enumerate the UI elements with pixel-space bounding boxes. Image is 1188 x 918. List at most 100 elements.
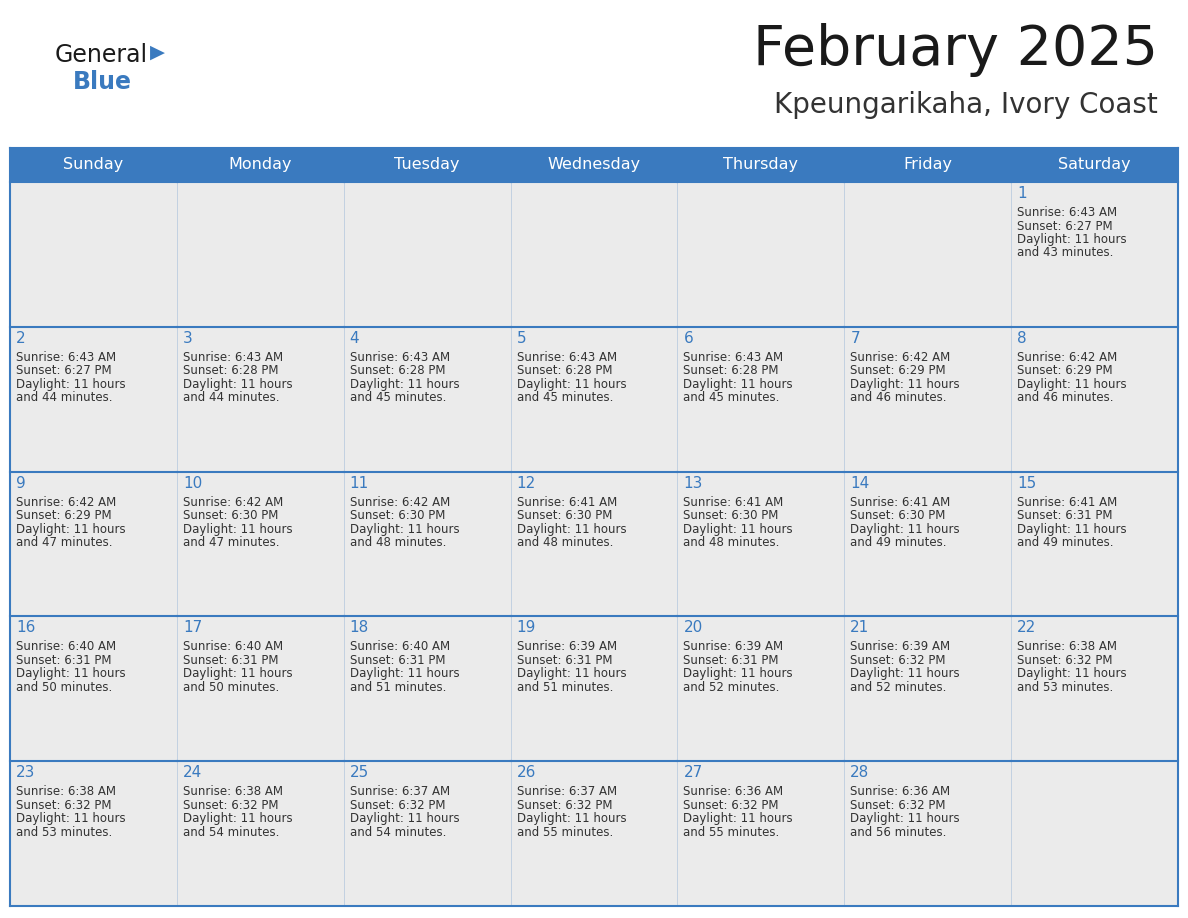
Text: 11: 11: [349, 476, 369, 490]
Text: and 55 minutes.: and 55 minutes.: [683, 825, 779, 839]
Text: Sunrise: 6:41 AM: Sunrise: 6:41 AM: [1017, 496, 1118, 509]
Text: Sunrise: 6:42 AM: Sunrise: 6:42 AM: [1017, 351, 1118, 364]
Text: Daylight: 11 hours: Daylight: 11 hours: [15, 667, 126, 680]
Text: 12: 12: [517, 476, 536, 490]
Text: Daylight: 11 hours: Daylight: 11 hours: [183, 522, 292, 535]
Bar: [1011, 761, 1178, 906]
Text: Daylight: 11 hours: Daylight: 11 hours: [683, 812, 794, 825]
Text: Daylight: 11 hours: Daylight: 11 hours: [183, 812, 292, 825]
Text: and 44 minutes.: and 44 minutes.: [15, 391, 113, 404]
Text: Sunset: 6:32 PM: Sunset: 6:32 PM: [349, 799, 446, 812]
Text: 14: 14: [851, 476, 870, 490]
Text: Kpeungarikaha, Ivory Coast: Kpeungarikaha, Ivory Coast: [775, 91, 1158, 119]
Text: and 48 minutes.: and 48 minutes.: [683, 536, 779, 549]
Bar: [343, 616, 511, 761]
Text: 3: 3: [183, 330, 192, 346]
Text: 4: 4: [349, 330, 359, 346]
Text: and 46 minutes.: and 46 minutes.: [1017, 391, 1113, 404]
Bar: [177, 472, 343, 616]
Text: 25: 25: [349, 766, 369, 780]
Text: Sunrise: 6:40 AM: Sunrise: 6:40 AM: [183, 641, 283, 654]
Text: Sunrise: 6:43 AM: Sunrise: 6:43 AM: [517, 351, 617, 364]
Text: Sunrise: 6:41 AM: Sunrise: 6:41 AM: [683, 496, 784, 509]
Text: Sunrise: 6:36 AM: Sunrise: 6:36 AM: [851, 785, 950, 798]
Text: Daylight: 11 hours: Daylight: 11 hours: [851, 812, 960, 825]
Text: Sunset: 6:28 PM: Sunset: 6:28 PM: [683, 364, 779, 377]
Text: Sunrise: 6:40 AM: Sunrise: 6:40 AM: [15, 641, 116, 654]
Bar: [1011, 148, 1178, 182]
Text: Daylight: 11 hours: Daylight: 11 hours: [15, 378, 126, 391]
Text: Thursday: Thursday: [723, 158, 798, 173]
Text: and 48 minutes.: and 48 minutes.: [517, 536, 613, 549]
Text: 13: 13: [683, 476, 703, 490]
Text: 2: 2: [15, 330, 26, 346]
Text: Sunrise: 6:43 AM: Sunrise: 6:43 AM: [183, 351, 283, 364]
Text: Daylight: 11 hours: Daylight: 11 hours: [683, 378, 794, 391]
Text: 17: 17: [183, 621, 202, 635]
Text: Sunrise: 6:43 AM: Sunrise: 6:43 AM: [15, 351, 116, 364]
Bar: [177, 182, 343, 327]
Text: Monday: Monday: [228, 158, 292, 173]
Text: Daylight: 11 hours: Daylight: 11 hours: [349, 667, 460, 680]
Bar: [10, 327, 177, 472]
Text: Sunrise: 6:43 AM: Sunrise: 6:43 AM: [349, 351, 450, 364]
Text: Daylight: 11 hours: Daylight: 11 hours: [15, 522, 126, 535]
Text: 24: 24: [183, 766, 202, 780]
Text: Daylight: 11 hours: Daylight: 11 hours: [517, 812, 626, 825]
Text: Sunset: 6:31 PM: Sunset: 6:31 PM: [683, 654, 779, 666]
Text: Sunrise: 6:43 AM: Sunrise: 6:43 AM: [1017, 206, 1117, 219]
Text: 21: 21: [851, 621, 870, 635]
Text: 18: 18: [349, 621, 369, 635]
Text: Sunset: 6:31 PM: Sunset: 6:31 PM: [183, 654, 278, 666]
Text: and 48 minutes.: and 48 minutes.: [349, 536, 446, 549]
Bar: [1011, 327, 1178, 472]
Text: Daylight: 11 hours: Daylight: 11 hours: [349, 378, 460, 391]
Text: and 53 minutes.: and 53 minutes.: [1017, 681, 1113, 694]
Text: Sunrise: 6:42 AM: Sunrise: 6:42 AM: [349, 496, 450, 509]
Text: Sunset: 6:30 PM: Sunset: 6:30 PM: [517, 509, 612, 522]
Text: Daylight: 11 hours: Daylight: 11 hours: [851, 522, 960, 535]
Text: Sunset: 6:29 PM: Sunset: 6:29 PM: [15, 509, 112, 522]
Text: and 51 minutes.: and 51 minutes.: [517, 681, 613, 694]
Bar: [343, 182, 511, 327]
Text: Sunset: 6:31 PM: Sunset: 6:31 PM: [15, 654, 112, 666]
Bar: [177, 616, 343, 761]
Text: Sunset: 6:29 PM: Sunset: 6:29 PM: [851, 364, 946, 377]
Text: Daylight: 11 hours: Daylight: 11 hours: [1017, 233, 1126, 246]
Bar: [845, 616, 1011, 761]
Bar: [511, 327, 677, 472]
Text: 27: 27: [683, 766, 702, 780]
Text: Sunset: 6:29 PM: Sunset: 6:29 PM: [1017, 364, 1113, 377]
Text: Friday: Friday: [903, 158, 953, 173]
Text: Daylight: 11 hours: Daylight: 11 hours: [517, 378, 626, 391]
Text: and 45 minutes.: and 45 minutes.: [517, 391, 613, 404]
Text: Daylight: 11 hours: Daylight: 11 hours: [183, 667, 292, 680]
Bar: [677, 616, 845, 761]
Bar: [677, 148, 845, 182]
Text: 7: 7: [851, 330, 860, 346]
Text: Sunrise: 6:40 AM: Sunrise: 6:40 AM: [349, 641, 450, 654]
Text: Sunrise: 6:39 AM: Sunrise: 6:39 AM: [683, 641, 784, 654]
Bar: [677, 327, 845, 472]
Bar: [10, 182, 177, 327]
Text: Wednesday: Wednesday: [548, 158, 640, 173]
Text: Daylight: 11 hours: Daylight: 11 hours: [517, 667, 626, 680]
Text: 26: 26: [517, 766, 536, 780]
Text: Tuesday: Tuesday: [394, 158, 460, 173]
Text: Daylight: 11 hours: Daylight: 11 hours: [683, 667, 794, 680]
Text: 8: 8: [1017, 330, 1026, 346]
Bar: [677, 761, 845, 906]
Bar: [677, 182, 845, 327]
Text: and 49 minutes.: and 49 minutes.: [1017, 536, 1113, 549]
Text: Sunset: 6:30 PM: Sunset: 6:30 PM: [183, 509, 278, 522]
Text: and 54 minutes.: and 54 minutes.: [349, 825, 446, 839]
Text: Sunrise: 6:38 AM: Sunrise: 6:38 AM: [15, 785, 116, 798]
Text: Daylight: 11 hours: Daylight: 11 hours: [683, 522, 794, 535]
Bar: [343, 148, 511, 182]
Text: Sunset: 6:31 PM: Sunset: 6:31 PM: [1017, 509, 1113, 522]
Text: Sunset: 6:27 PM: Sunset: 6:27 PM: [15, 364, 112, 377]
Text: Blue: Blue: [72, 70, 132, 94]
Text: Daylight: 11 hours: Daylight: 11 hours: [15, 812, 126, 825]
Bar: [845, 327, 1011, 472]
Text: and 45 minutes.: and 45 minutes.: [683, 391, 779, 404]
